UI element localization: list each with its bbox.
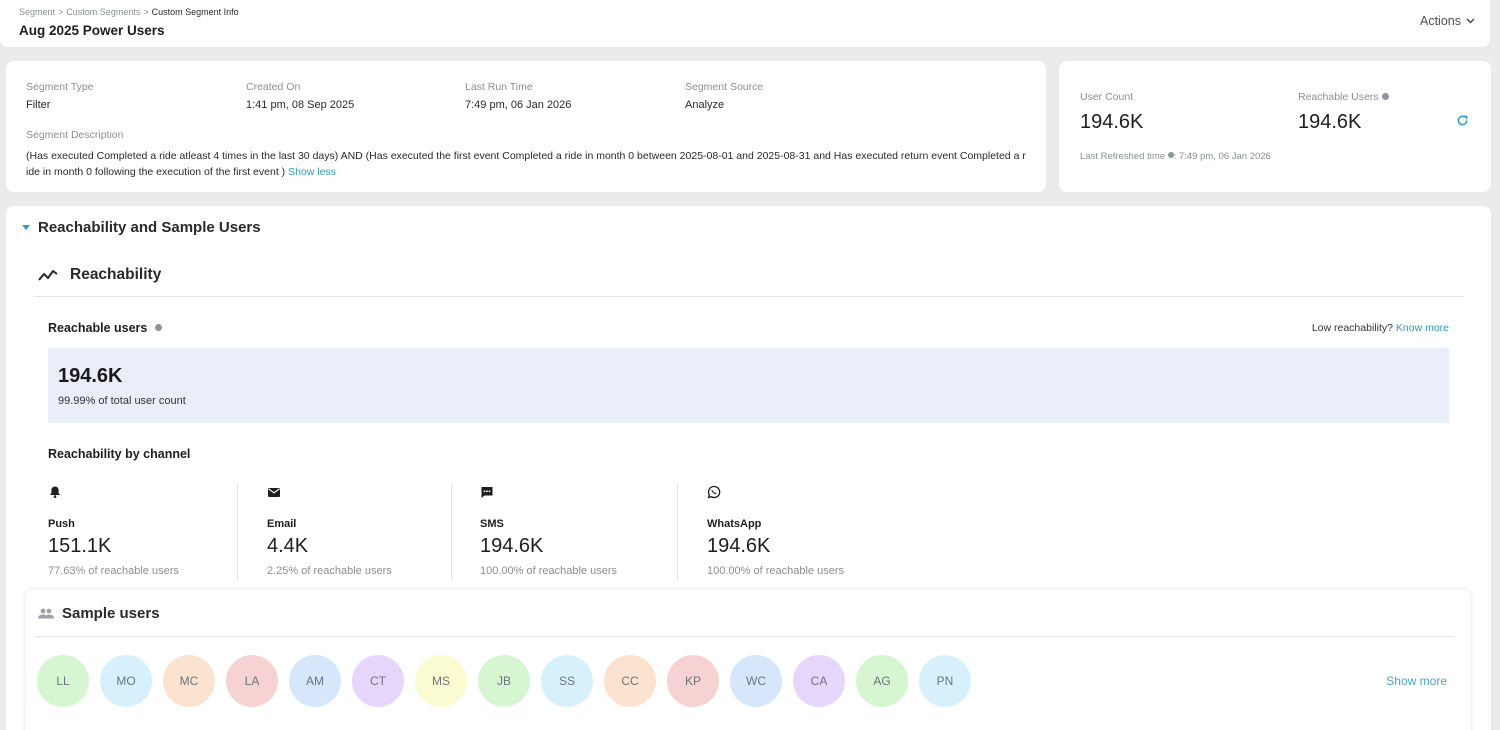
segment-type-label: Segment Type [26, 81, 94, 93]
last-run-value: 7:49 pm, 06 Jan 2026 [465, 99, 572, 111]
segment-description: (Has executed Completed a ride atleast 4… [26, 148, 1026, 180]
users-icon [38, 608, 54, 619]
user-avatar[interactable]: MS [415, 655, 467, 707]
page-title: Aug 2025 Power Users [19, 23, 165, 38]
mail-icon [268, 488, 280, 497]
divider [34, 296, 1464, 297]
channel-whatsapp: WhatsApp 194.6K 100.00% of reachable use… [677, 484, 897, 580]
user-avatar[interactable]: WC [730, 655, 782, 707]
channel-name: SMS [480, 518, 504, 530]
last-refreshed: Last Refreshed time : 7:49 pm, 06 Jan 20… [1080, 151, 1271, 162]
bell-icon [50, 486, 60, 498]
info-icon[interactable] [1381, 92, 1389, 100]
sample-users-card: Sample users LL MO MC LA AM CT MS JB SS CC KP WC CA A… [26, 590, 1470, 730]
channel-value: 4.4K [267, 535, 309, 557]
channel-name: WhatsApp [707, 518, 762, 530]
low-reachability: Low reachability? Know more [1312, 322, 1449, 334]
reachable-total: 194.6K [58, 365, 123, 387]
channel-value: 151.1K [48, 535, 112, 557]
channel-value: 194.6K [480, 535, 544, 557]
user-avatar[interactable]: KP [667, 655, 719, 707]
sample-users-list: LL MO MC LA AM CT MS JB SS CC KP WC CA AG PN [37, 655, 971, 707]
section-toggle[interactable]: Reachability and Sample Users [22, 219, 261, 236]
breadcrumb-current: Custom Segment Info [151, 7, 239, 17]
user-count-value: 194.6K [1080, 111, 1144, 133]
user-avatar[interactable]: MC [163, 655, 215, 707]
user-avatar[interactable]: CC [604, 655, 656, 707]
channel-name: Push [48, 518, 75, 530]
last-refreshed-value: : 7:49 pm, 06 Jan 2026 [1173, 151, 1271, 162]
segment-type-value: Filter [26, 99, 51, 111]
channel-pct: 77.63% of reachable users [48, 565, 179, 577]
channel-push: Push 151.1K 77.63% of reachable users [48, 484, 238, 580]
page-header: Segment > Custom Segments > Custom Segment I… [0, 0, 1490, 47]
last-run-label: Last Run Time [465, 81, 533, 93]
user-avatar[interactable]: SS [541, 655, 593, 707]
channel-pct: 2.25% of reachable users [267, 565, 392, 577]
segment-info-card: Segment Type Filter Created On 1:41 pm, … [6, 61, 1046, 192]
reachable-total-pct: 99.99% of total user count [58, 395, 186, 407]
created-on-value: 1:41 pm, 08 Sep 2025 [246, 99, 355, 111]
user-avatar[interactable]: CT [352, 655, 404, 707]
actions-button[interactable]: Actions [1420, 14, 1475, 28]
info-icon[interactable] [1167, 152, 1174, 159]
caret-down-icon [22, 224, 30, 230]
reachability-header: Reachability [38, 266, 161, 284]
user-avatar[interactable]: CA [793, 655, 845, 707]
segment-source-label: Segment Source [685, 81, 764, 93]
actions-label: Actions [1420, 14, 1461, 28]
segment-source-value: Analyze [685, 99, 725, 111]
whatsapp-icon [707, 485, 721, 499]
created-on-label: Created On [246, 81, 301, 93]
breadcrumb-separator: > [58, 7, 64, 17]
reachable-users-heading: Reachable users [48, 321, 148, 335]
user-avatar[interactable]: AG [856, 655, 908, 707]
section-title: Reachability and Sample Users [38, 219, 261, 236]
user-avatar[interactable]: LA [226, 655, 278, 707]
reachable-users-label: Reachable Users [1298, 91, 1379, 103]
user-count-label: User Count [1080, 91, 1134, 103]
user-count-card: User Count 194.6K Reachable Users 194.6K… [1059, 61, 1491, 192]
breadcrumb: Segment > Custom Segments > Custom Segment I… [19, 7, 239, 17]
channel-value: 194.6K [707, 535, 771, 557]
info-icon[interactable] [155, 324, 163, 332]
breadcrumb-segment[interactable]: Segment [19, 7, 56, 17]
channel-name: Email [267, 518, 297, 530]
user-avatar[interactable]: MO [100, 655, 152, 707]
show-more-link[interactable]: Show more [1386, 674, 1447, 688]
channel-email: Email 4.4K 2.25% of reachable users [237, 484, 451, 580]
segment-description-label: Segment Description [26, 129, 124, 141]
divider [36, 636, 1454, 637]
segment-description-text: (Has executed Completed a ride atleast 4… [26, 150, 1026, 178]
know-more-link[interactable]: Know more [1395, 322, 1449, 334]
breadcrumb-custom-segments[interactable]: Custom Segments [66, 7, 141, 17]
channel-pct: 100.00% of reachable users [707, 565, 844, 577]
user-avatar[interactable]: JB [478, 655, 530, 707]
sample-users-title: Sample users [62, 605, 160, 622]
trend-line-icon [38, 270, 58, 281]
breadcrumb-separator: > [143, 7, 149, 17]
channel-sms: SMS 194.6K 100.00% of reachable users [451, 484, 678, 580]
reachable-users-summary: 194.6K 99.99% of total user count [48, 348, 1449, 423]
show-less-link[interactable]: Show less [288, 166, 336, 178]
chat-icon [481, 487, 493, 498]
channel-pct: 100.00% of reachable users [480, 565, 617, 577]
last-refreshed-label: Last Refreshed time [1080, 151, 1166, 162]
reachable-users-label-wrap: Reachable Users [1298, 91, 1389, 103]
by-channel-heading: Reachability by channel [48, 447, 191, 461]
low-reachability-text: Low reachability? [1311, 322, 1393, 334]
reachable-users-heading-wrap: Reachable users [48, 321, 163, 335]
reachable-users-value: 194.6K [1298, 111, 1362, 133]
refresh-icon[interactable] [1456, 114, 1469, 127]
chevron-down-icon [1466, 18, 1475, 24]
sample-users-header: Sample users [38, 605, 160, 622]
user-avatar[interactable]: PN [919, 655, 971, 707]
user-avatar[interactable]: LL [37, 655, 89, 707]
reachability-title: Reachability [70, 266, 162, 283]
user-avatar[interactable]: AM [289, 655, 341, 707]
